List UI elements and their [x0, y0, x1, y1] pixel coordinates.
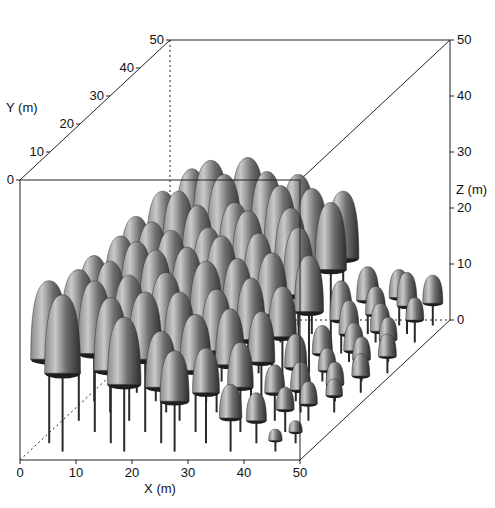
svg-text:20: 20 — [60, 116, 74, 131]
svg-text:30: 30 — [181, 465, 195, 480]
svg-text:X (m): X (m) — [144, 481, 176, 496]
svg-text:40: 40 — [120, 60, 134, 75]
svg-text:10: 10 — [30, 144, 44, 159]
svg-text:20: 20 — [457, 200, 471, 215]
svg-text:40: 40 — [457, 88, 471, 103]
svg-text:20: 20 — [125, 465, 139, 480]
svg-text:30: 30 — [457, 144, 471, 159]
svg-text:Z (m): Z (m) — [456, 182, 487, 197]
svg-text:10: 10 — [69, 465, 83, 480]
svg-text:10: 10 — [457, 256, 471, 271]
svg-text:50: 50 — [150, 32, 164, 47]
svg-text:50: 50 — [457, 32, 471, 47]
svg-text:0: 0 — [16, 465, 23, 480]
svg-text:50: 50 — [293, 465, 307, 480]
svg-text:40: 40 — [237, 465, 251, 480]
svg-text:30: 30 — [90, 88, 104, 103]
svg-text:0: 0 — [457, 312, 464, 327]
svg-text:Y (m): Y (m) — [6, 100, 38, 115]
svg-text:0: 0 — [7, 172, 14, 187]
